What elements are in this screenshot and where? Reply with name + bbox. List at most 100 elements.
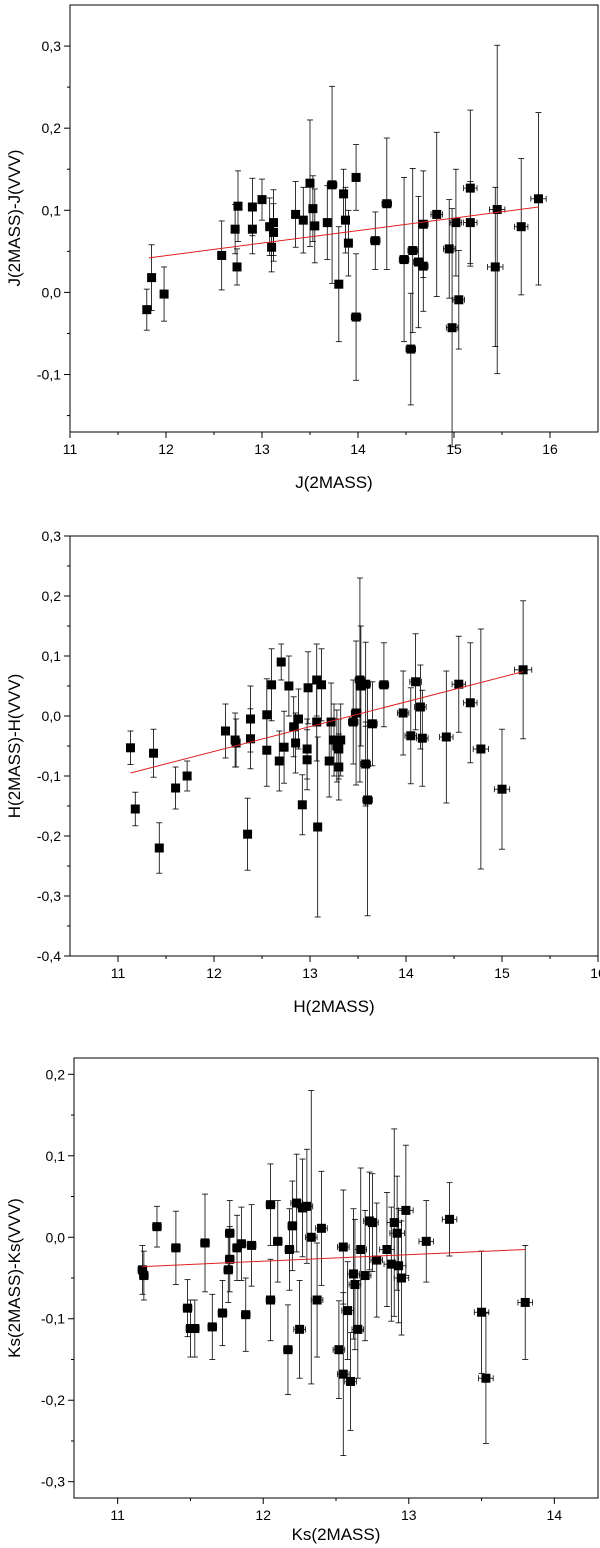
data-point — [245, 734, 255, 744]
x-tick-label: 14 — [398, 965, 414, 981]
y-axis-label: J(2MASS)-J(VVV) — [5, 150, 24, 287]
data-point — [360, 1271, 370, 1281]
data-point — [343, 238, 353, 248]
x-tick-label: 12 — [206, 965, 222, 981]
data-point — [269, 218, 279, 228]
axis-ticks: 11 12 13 14 15 16 -0,1 0,0 0,1 0,2 0,3 — [37, 38, 558, 457]
data-point — [334, 1345, 344, 1355]
data-point — [432, 209, 442, 219]
data-point — [171, 783, 181, 793]
data-point — [356, 681, 366, 691]
data-point — [266, 1295, 275, 1305]
data-point — [291, 738, 301, 748]
data-point — [230, 224, 240, 234]
x-tick-label: 14 — [350, 441, 366, 457]
data-point — [492, 204, 502, 214]
data-point — [152, 1222, 162, 1232]
data-point — [341, 215, 351, 225]
data-point — [171, 1243, 181, 1253]
data-point — [351, 708, 361, 718]
y-tick-label: -0,1 — [41, 1311, 65, 1327]
x-axis-label: Ks(2MASS) — [292, 1525, 381, 1544]
data-point — [361, 679, 371, 689]
data-point — [125, 743, 135, 753]
data-point — [401, 1205, 411, 1215]
data-point — [465, 183, 475, 193]
data-point — [348, 717, 358, 727]
x-tick-label: 11 — [63, 441, 78, 457]
fit-line — [142, 1248, 526, 1268]
data-point — [444, 244, 454, 254]
data-point — [338, 1369, 348, 1379]
data-point — [441, 732, 451, 742]
data-point — [274, 756, 284, 766]
data-point — [262, 710, 272, 720]
data-point — [389, 1218, 399, 1228]
fit-line — [130, 671, 524, 774]
y-tick-label: 0,2 — [42, 588, 62, 604]
chart-panel-h: 11 12 13 14 15 16 -0,4 -0,3 -0,2 -0,1 0,0 0,1 0,2 0,3… — [5, 528, 600, 1016]
x-tick-label: 14 — [547, 1507, 563, 1523]
data-point — [257, 195, 267, 205]
y-tick-label: 0,3 — [42, 38, 62, 54]
data-point — [386, 1259, 396, 1269]
data-point — [394, 1261, 404, 1271]
data-point — [339, 189, 349, 199]
data-point — [408, 246, 418, 256]
data-point — [139, 1271, 149, 1281]
data-point — [302, 755, 312, 765]
y-tick-label: 0,0 — [42, 284, 62, 300]
x-tick-label: 15 — [494, 965, 510, 981]
data-point — [302, 1201, 312, 1211]
data-point — [295, 1324, 305, 1334]
data-points — [142, 172, 543, 354]
chart-panel-j: 11 12 13 14 15 16 -0,1 0,0 0,1 0,2 0,3 J(2MASS) J(… — [5, 4, 599, 492]
data-point — [223, 1265, 233, 1275]
x-tick-label: 16 — [590, 965, 600, 981]
data-point — [327, 180, 337, 190]
data-point — [355, 675, 365, 685]
data-point — [225, 1228, 235, 1238]
data-point — [351, 312, 361, 322]
data-point — [379, 680, 389, 690]
data-point — [267, 680, 277, 690]
y-tick-label: -0,1 — [37, 367, 61, 383]
data-point — [382, 199, 392, 209]
data-point — [392, 1228, 402, 1238]
data-points — [125, 657, 528, 853]
data-points — [137, 1198, 530, 1386]
data-point — [317, 680, 327, 690]
data-point — [324, 756, 334, 766]
data-point — [334, 744, 344, 754]
chart-panel-ks: 11 12 13 14-0,3-0,2-0,10,00,10,2 Ks(2MASS) … — [5, 1057, 599, 1544]
data-point — [247, 224, 257, 234]
data-point — [418, 219, 428, 229]
data-point — [367, 1218, 377, 1228]
data-point — [273, 1236, 283, 1246]
plot-frame — [69, 4, 599, 433]
y-tick-label: -0,1 — [37, 768, 61, 784]
data-point — [241, 1310, 251, 1320]
data-point — [346, 1376, 356, 1386]
data-point — [217, 250, 227, 260]
data-point — [518, 665, 528, 675]
data-point — [221, 726, 231, 736]
data-point — [477, 1307, 487, 1317]
data-point — [334, 279, 344, 289]
x-tick-label: 13 — [401, 1507, 417, 1523]
data-point — [367, 719, 377, 729]
data-point — [247, 202, 257, 212]
data-point — [312, 675, 322, 685]
y-tick-label: 0,1 — [42, 202, 62, 218]
x-tick-label: 12 — [158, 441, 174, 457]
data-point — [298, 215, 308, 225]
data-point — [287, 1221, 297, 1231]
x-tick-label: 11 — [110, 1507, 125, 1523]
data-point — [284, 681, 294, 691]
data-point — [520, 1297, 530, 1307]
data-point — [266, 1200, 275, 1210]
data-point — [262, 745, 272, 755]
y-tick-label: 0,0 — [46, 1229, 66, 1245]
data-point — [322, 218, 332, 228]
